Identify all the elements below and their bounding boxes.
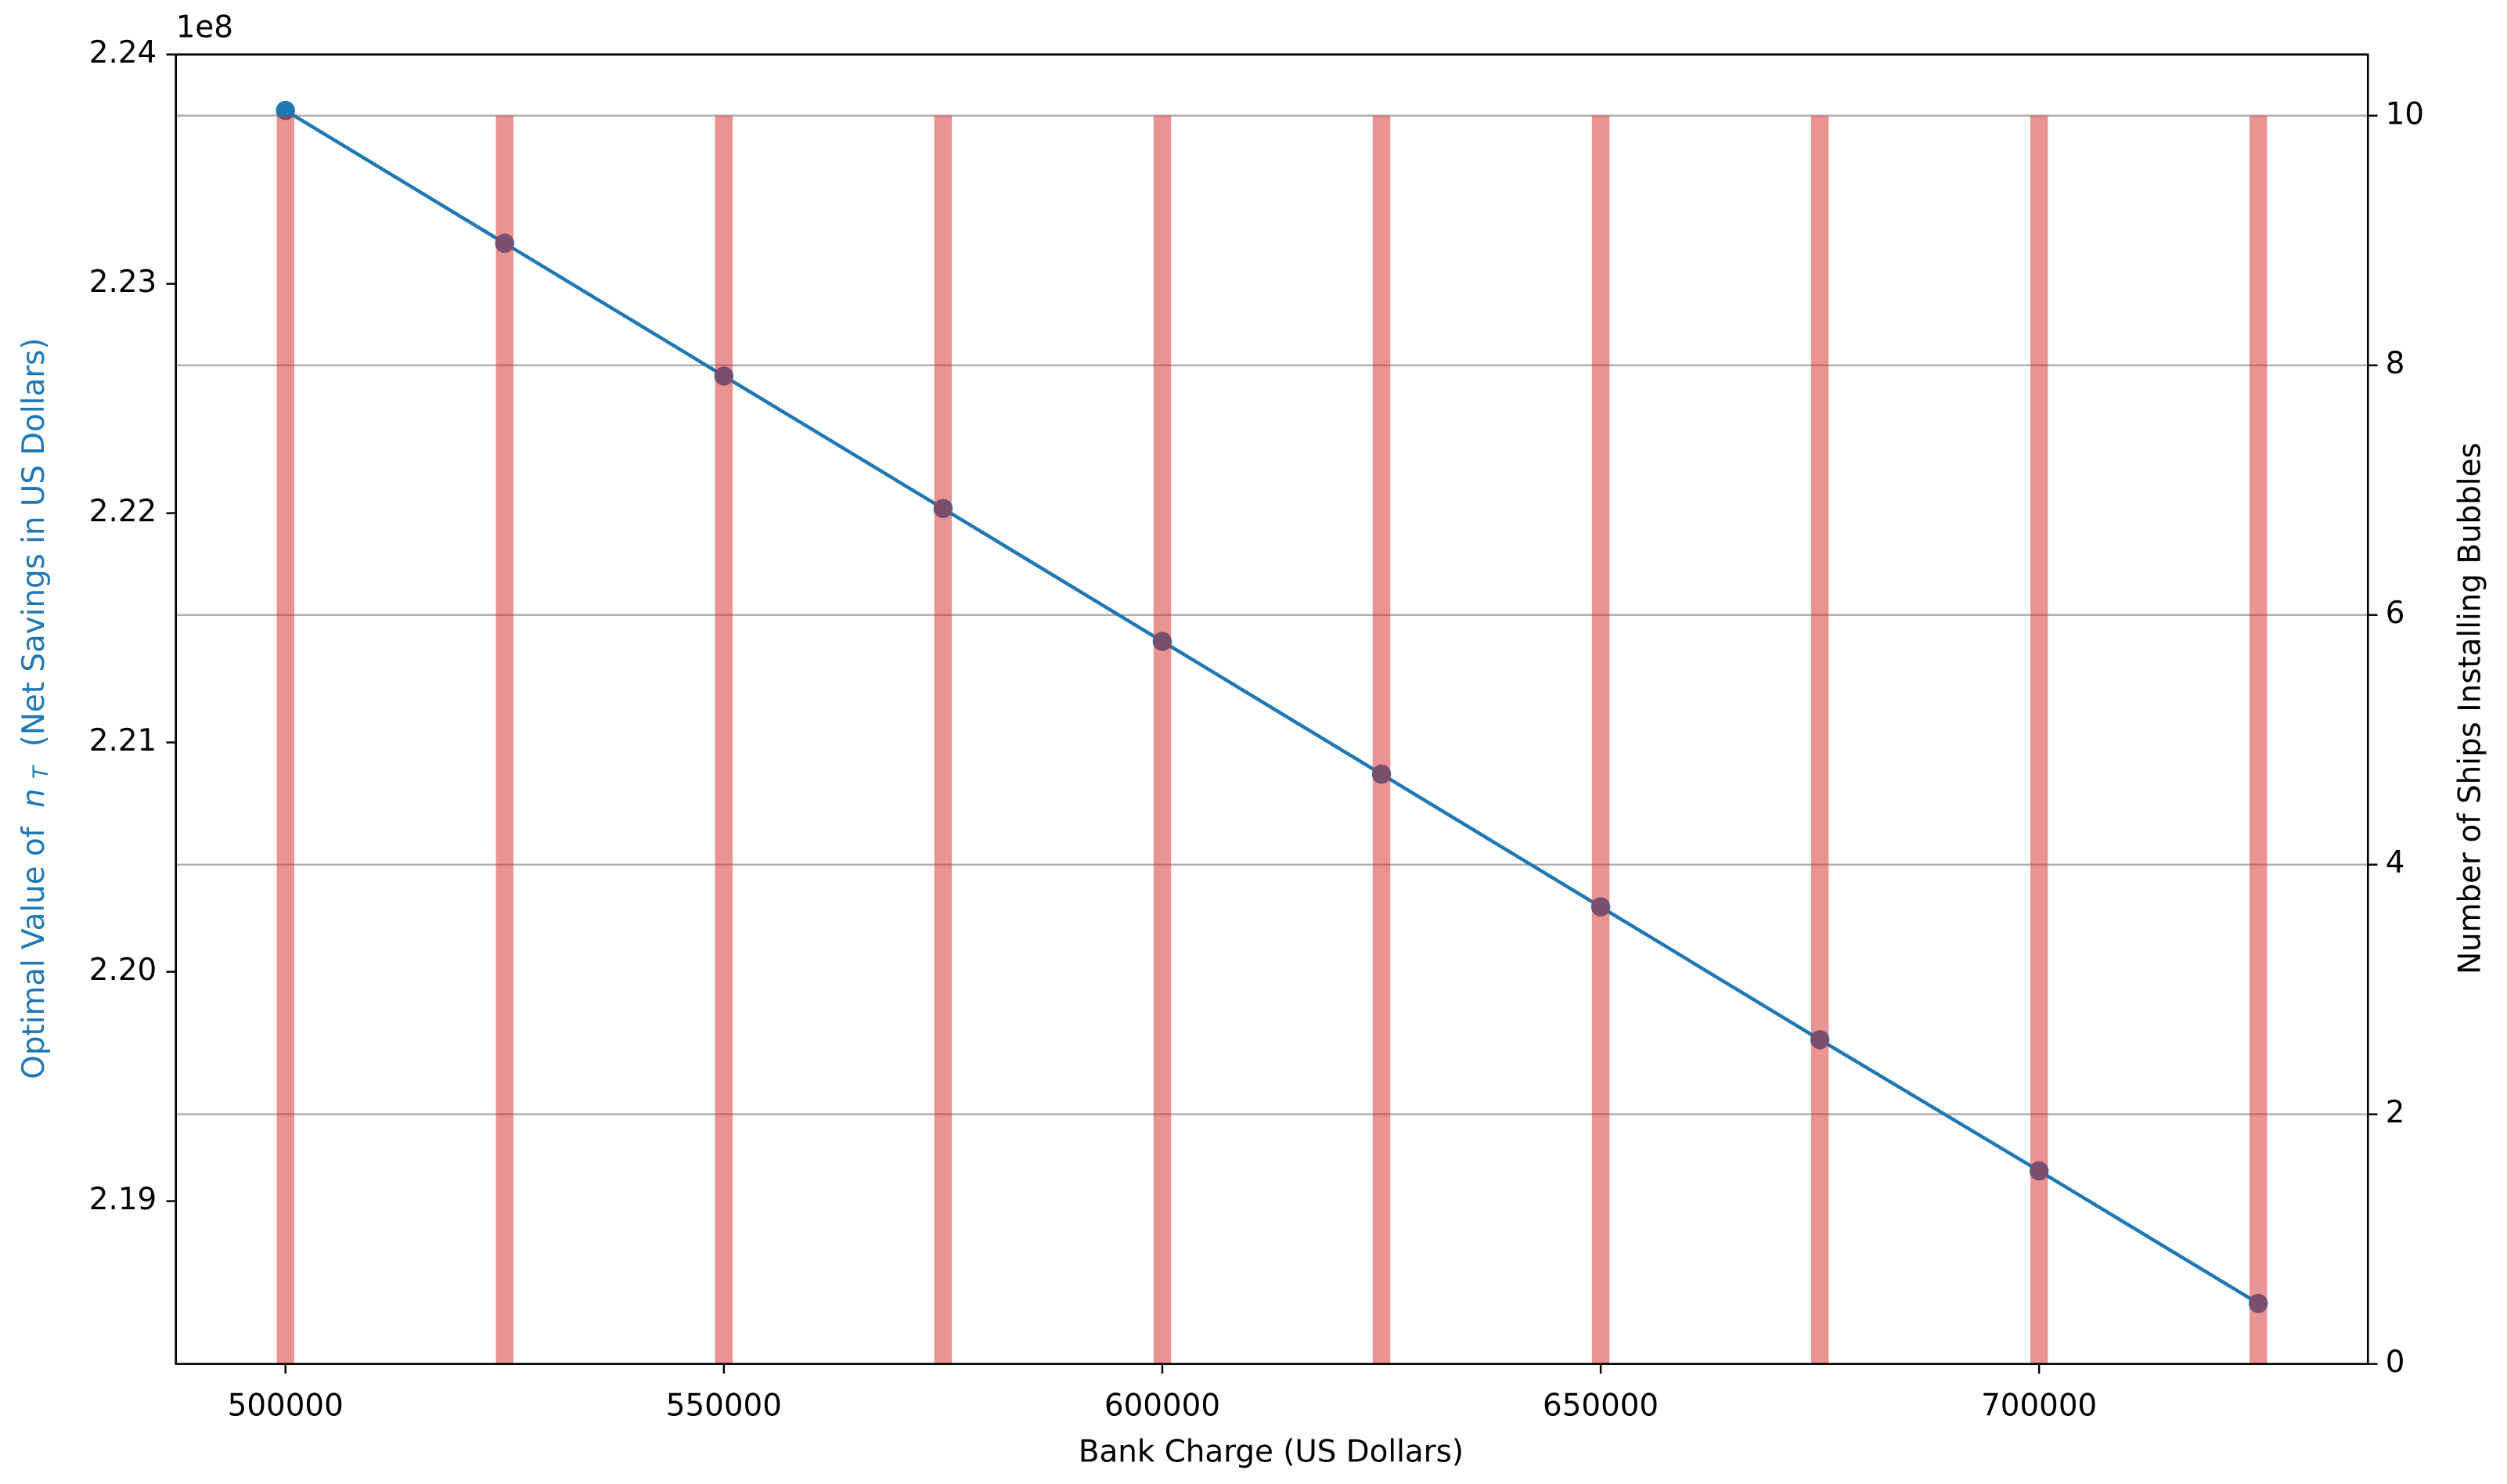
- y2-tick-label: 4: [2386, 845, 2405, 881]
- bar: [1810, 115, 1829, 1364]
- x-tick-label: 550000: [666, 1388, 782, 1423]
- y2-tick-label: 2: [2386, 1095, 2405, 1130]
- bar: [2249, 115, 2267, 1364]
- y2-tick-label: 10: [2386, 96, 2424, 131]
- x-tick-label: 500000: [228, 1388, 344, 1423]
- bar: [1372, 115, 1391, 1364]
- data-point: [276, 100, 295, 121]
- y2-tick-label: 0: [2386, 1345, 2405, 1380]
- bar: [1591, 115, 1610, 1364]
- y2-tick-label: 8: [2386, 346, 2405, 381]
- bar: [276, 115, 294, 1364]
- y-axis-label: Optimal Value of n T (Net Savings in US …: [16, 337, 57, 1079]
- bar: [1153, 115, 1172, 1364]
- x-tick-label: 700000: [1981, 1388, 2097, 1423]
- bar: [715, 115, 733, 1364]
- bar-layer: [276, 115, 2267, 1364]
- line-layer: [276, 100, 2268, 1313]
- x-tick-label: 650000: [1543, 1388, 1659, 1423]
- data-line: [284, 109, 2260, 1306]
- x-tick-label: 600000: [1104, 1388, 1220, 1423]
- y-offset-label: 1e8: [176, 9, 233, 45]
- y-tick-label: 2.23: [89, 265, 157, 300]
- y-axis-label-symbol: n: [16, 788, 51, 808]
- x-axis-label: Bank Charge (US Dollars): [1079, 1435, 1464, 1470]
- bar: [495, 115, 514, 1364]
- y-tick-label: 2.24: [89, 35, 157, 70]
- y-axis-label-subscript: T: [29, 765, 53, 779]
- bar: [2030, 115, 2048, 1364]
- y-tick-label: 2.22: [89, 494, 157, 529]
- y-tick-label: 2.20: [89, 953, 157, 988]
- y-tick-label: 2.19: [89, 1182, 157, 1217]
- y-axis-label-part: Optimal Value of: [16, 826, 51, 1079]
- bar: [934, 115, 953, 1364]
- y2-axis-label: Number of Ships Installing Bubbles: [2453, 442, 2488, 974]
- y-axis-label-part: (Net Savings in US Dollars): [16, 337, 51, 747]
- y2-tick-label: 6: [2386, 596, 2405, 631]
- y-tick-label: 2.21: [89, 723, 157, 758]
- plot-frame: [175, 53, 2369, 1365]
